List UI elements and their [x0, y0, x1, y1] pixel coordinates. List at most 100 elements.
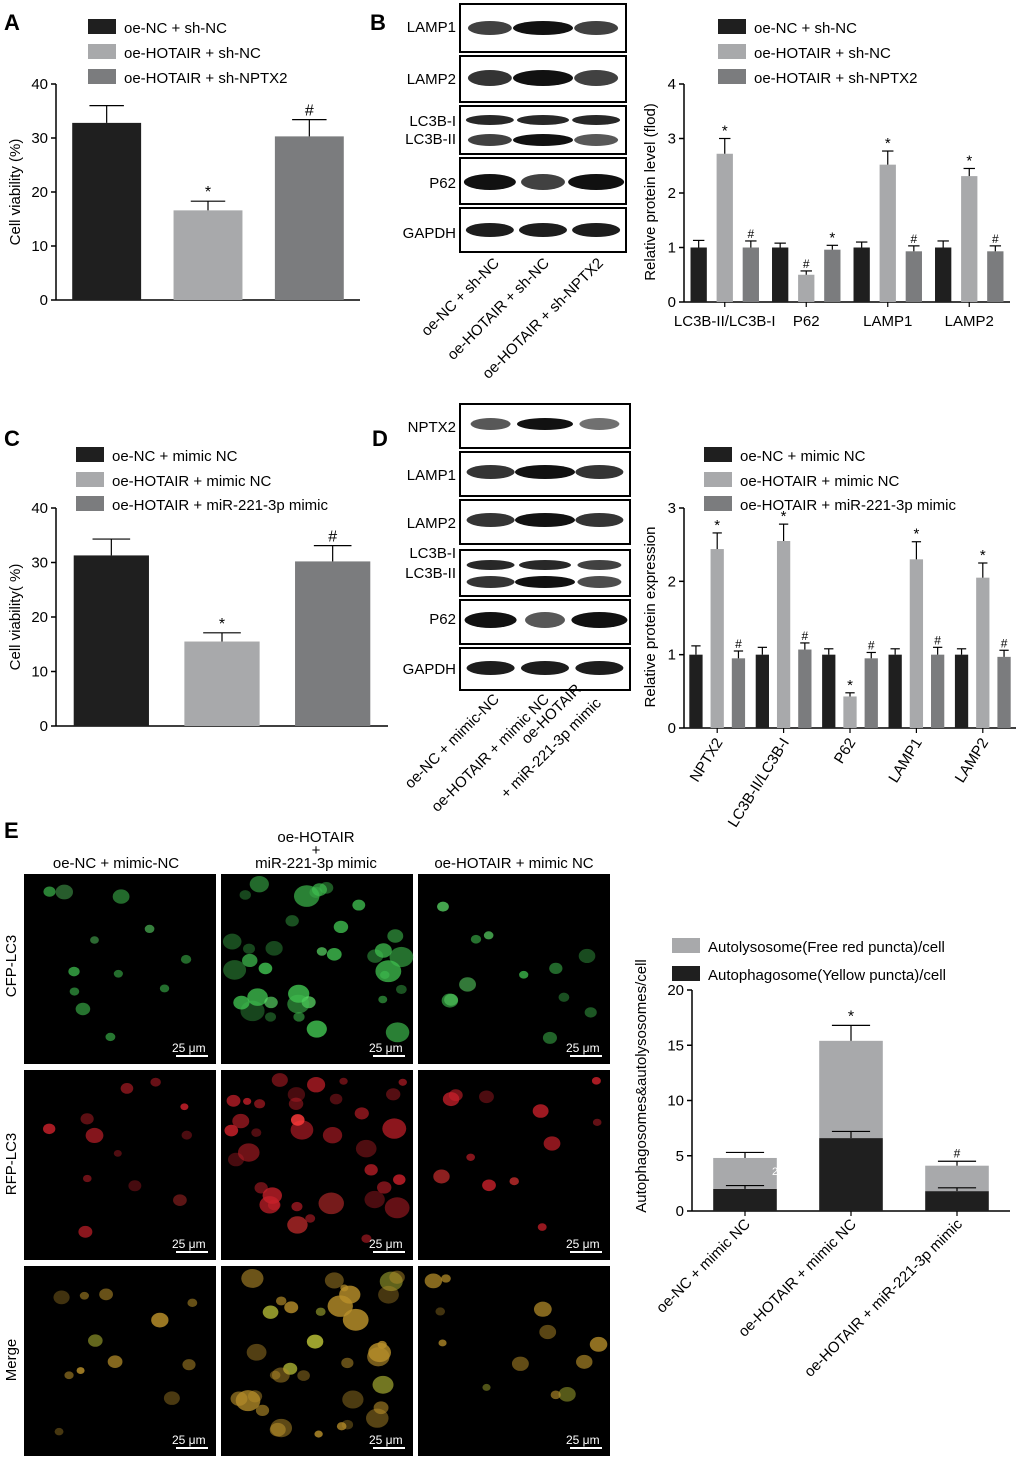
- blot-band: [466, 560, 515, 570]
- cell: [243, 943, 256, 954]
- y-tick-label: 0: [676, 1203, 684, 1220]
- cell: [43, 886, 56, 897]
- cell: [482, 1383, 491, 1391]
- blot-band: [517, 418, 573, 430]
- cell: [99, 1288, 113, 1301]
- significance-mark: #: [992, 232, 999, 246]
- cell: [226, 1094, 241, 1107]
- cell: [311, 883, 327, 897]
- cell: [254, 1182, 268, 1194]
- cell: [437, 901, 449, 912]
- significance-mark: *: [966, 152, 972, 169]
- y-tick-label: 0: [668, 720, 676, 737]
- blot-label: P62: [429, 611, 456, 628]
- cell: [537, 1223, 547, 1231]
- cell: [378, 995, 388, 1004]
- cell: [316, 947, 327, 956]
- bar-chart-a: 0 10 20 30 40 * #: [31, 76, 360, 309]
- bar: [864, 658, 878, 728]
- legend-swatch: [672, 938, 700, 953]
- cell: [352, 899, 366, 911]
- legend-swatch: [718, 19, 746, 34]
- bar-autolysosome: [713, 1157, 777, 1189]
- legend-swatch: [88, 19, 116, 34]
- cell: [589, 1336, 608, 1352]
- blot-band: [465, 223, 514, 237]
- blot-label: LAMP2: [407, 71, 456, 88]
- significance-mark: *: [722, 123, 728, 140]
- y-tick-label: 20: [31, 609, 48, 626]
- significance-mark: #: [934, 633, 941, 647]
- bar-chart-e: 0 5 10 15 20 oe-NC + mimic NC * oe-HOTAIR + mim…: [653, 982, 1010, 1381]
- cell: [232, 1113, 250, 1129]
- significance-mark: #: [868, 638, 875, 652]
- scale-bar-label: 25 μm: [566, 1433, 600, 1447]
- bar: [690, 247, 707, 302]
- cell: [262, 1305, 279, 1319]
- cell: [395, 984, 407, 994]
- bar: [843, 696, 857, 728]
- cell: [233, 995, 250, 1010]
- blot-band: [577, 576, 622, 588]
- scale-bar-label: 25 μm: [369, 1237, 403, 1251]
- blot-band: [572, 223, 621, 237]
- significance-mark: *: [205, 184, 211, 201]
- cell: [79, 1291, 89, 1300]
- cell: [69, 987, 80, 996]
- significance-mark: *: [885, 135, 891, 152]
- legend-label: Autophagosome(Yellow puncta)/cell: [708, 967, 946, 984]
- bar: [961, 176, 978, 302]
- y-tick-label: 5: [676, 1148, 684, 1165]
- bar: [798, 649, 812, 728]
- blot-band: [513, 21, 573, 35]
- cell: [386, 1088, 401, 1101]
- cell: [470, 934, 482, 944]
- row-label: Merge: [3, 1339, 20, 1382]
- bar: [772, 247, 789, 302]
- y-tick-label: 2: [668, 573, 676, 590]
- cell: [80, 1113, 94, 1125]
- column-header: miR-221-3p mimic: [255, 855, 377, 872]
- y-axis-label-a: Cell viability (%): [7, 139, 24, 246]
- cell: [247, 988, 268, 1006]
- cell: [288, 1097, 304, 1110]
- significance-mark: *: [848, 1008, 854, 1025]
- bar: [909, 559, 924, 728]
- significance-mark: #: [747, 227, 754, 241]
- x-tick-label: LAMP2: [945, 313, 994, 330]
- inner-note: 25: [772, 1166, 784, 1178]
- blot-label: LC3B-II: [405, 131, 456, 148]
- y-tick-label: 1: [668, 647, 676, 664]
- y-tick-label: 10: [667, 1093, 684, 1110]
- cell: [511, 1356, 529, 1371]
- legend-label: oe-HOTAIR + sh-NC: [124, 45, 261, 62]
- row-label: RFP-LC3: [3, 1133, 20, 1196]
- legend-swatch: [672, 966, 700, 981]
- legend-label: oe-HOTAIR + miR-221-3p mimic: [740, 497, 957, 514]
- cell: [459, 977, 476, 992]
- cell: [550, 1390, 561, 1400]
- cell: [254, 1099, 266, 1109]
- bar: [776, 541, 791, 728]
- blot-band: [574, 134, 619, 146]
- cell: [442, 1092, 460, 1107]
- y-axis-label-c: Cell viability( %): [7, 564, 24, 671]
- blot-label: LAMP1: [407, 19, 456, 36]
- microscopy-grid: 25 μm 25 μm 25 μm 25 μm 25 μm 25 μm 25 μm 25 μm…: [24, 874, 610, 1456]
- cell: [54, 1427, 64, 1436]
- legend-swatch: [88, 44, 116, 59]
- cell: [182, 1359, 196, 1371]
- legend-swatch: [76, 472, 104, 487]
- legend-swatch: [718, 69, 746, 84]
- cell: [444, 993, 458, 1006]
- bar: [716, 153, 733, 302]
- cell: [376, 1181, 392, 1194]
- y-tick-label: 10: [31, 238, 48, 255]
- cell: [389, 946, 414, 968]
- cell: [543, 1136, 561, 1151]
- legend-swatch: [88, 69, 116, 84]
- micrograph: [418, 874, 610, 1064]
- blot-band: [517, 115, 569, 125]
- cell: [53, 1290, 70, 1305]
- x-tick-label: LAMP1: [863, 313, 912, 330]
